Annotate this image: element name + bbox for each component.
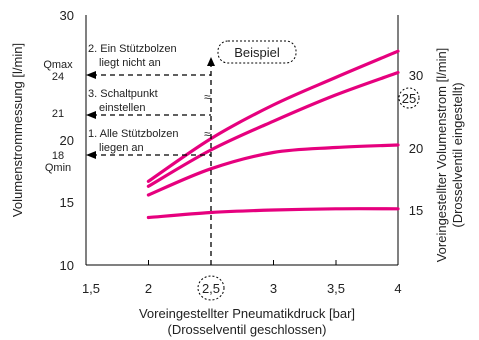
guide-arrow-up bbox=[207, 57, 215, 66]
break-mark: ≈ bbox=[204, 90, 211, 104]
y2-axis-title: Voreingestellter Volumenstrom [l/min] bbox=[434, 48, 449, 263]
annotation-2: 2. Ein Stützbolzen liegt nicht an bbox=[88, 43, 180, 69]
series-label-25: 25 bbox=[402, 91, 416, 106]
x-tick-label: 1,5 bbox=[82, 281, 100, 296]
y-value-21: 21 bbox=[52, 108, 64, 120]
series-label-25-circle bbox=[398, 87, 420, 109]
annotation-1: 1. Alle Stützbolzen liegen an bbox=[88, 128, 182, 154]
arrow-left-18 bbox=[86, 151, 96, 159]
highlight-circle bbox=[197, 275, 225, 301]
break-mark: ≈ bbox=[204, 127, 211, 141]
x-tick-label: 4 bbox=[394, 281, 401, 296]
x-tick-label: 3,5 bbox=[327, 281, 345, 296]
x-axis-title: Voreingestellter Pneumatikdruck [bar] bbox=[139, 306, 355, 321]
y-tick-label: 30 bbox=[60, 8, 74, 23]
series-line-30 bbox=[146, 49, 400, 183]
y2-axis-subtitle: (Drosselventil eingestellt) bbox=[450, 82, 465, 227]
x-tick-label: 3 bbox=[270, 281, 277, 296]
x-tick-label-highlight: 2,5 bbox=[202, 281, 220, 296]
x-axis-subtitle: (Drosselventil geschlossen) bbox=[168, 322, 327, 337]
y-value-18: 18 bbox=[52, 150, 64, 162]
qmin-label: Qmin bbox=[45, 162, 71, 174]
arrow-left-21 bbox=[86, 111, 96, 119]
y-value-24: 24 bbox=[52, 71, 64, 83]
series-line-25 bbox=[146, 70, 400, 188]
series-label-20: 20 bbox=[409, 141, 423, 156]
x-tick-label: 2 bbox=[145, 281, 152, 296]
callout-label: Beispiel bbox=[234, 45, 280, 60]
y-tick-label: 15 bbox=[60, 195, 74, 210]
series-line-20 bbox=[146, 143, 400, 197]
y-tick-label: 20 bbox=[60, 133, 74, 148]
series-label-30: 30 bbox=[409, 68, 423, 83]
arrow-left-24 bbox=[86, 71, 96, 79]
annotation-3: 3. Schaltpunkt einstellen bbox=[88, 88, 161, 114]
series-label-15: 15 bbox=[409, 203, 423, 218]
series-line-15 bbox=[146, 207, 400, 220]
y-tick-label: 10 bbox=[60, 258, 74, 273]
y-axis-title: Volumenstrommessung [l/min] bbox=[10, 43, 25, 217]
qmax-label: Qmax bbox=[43, 59, 73, 71]
callout-box bbox=[217, 40, 297, 64]
